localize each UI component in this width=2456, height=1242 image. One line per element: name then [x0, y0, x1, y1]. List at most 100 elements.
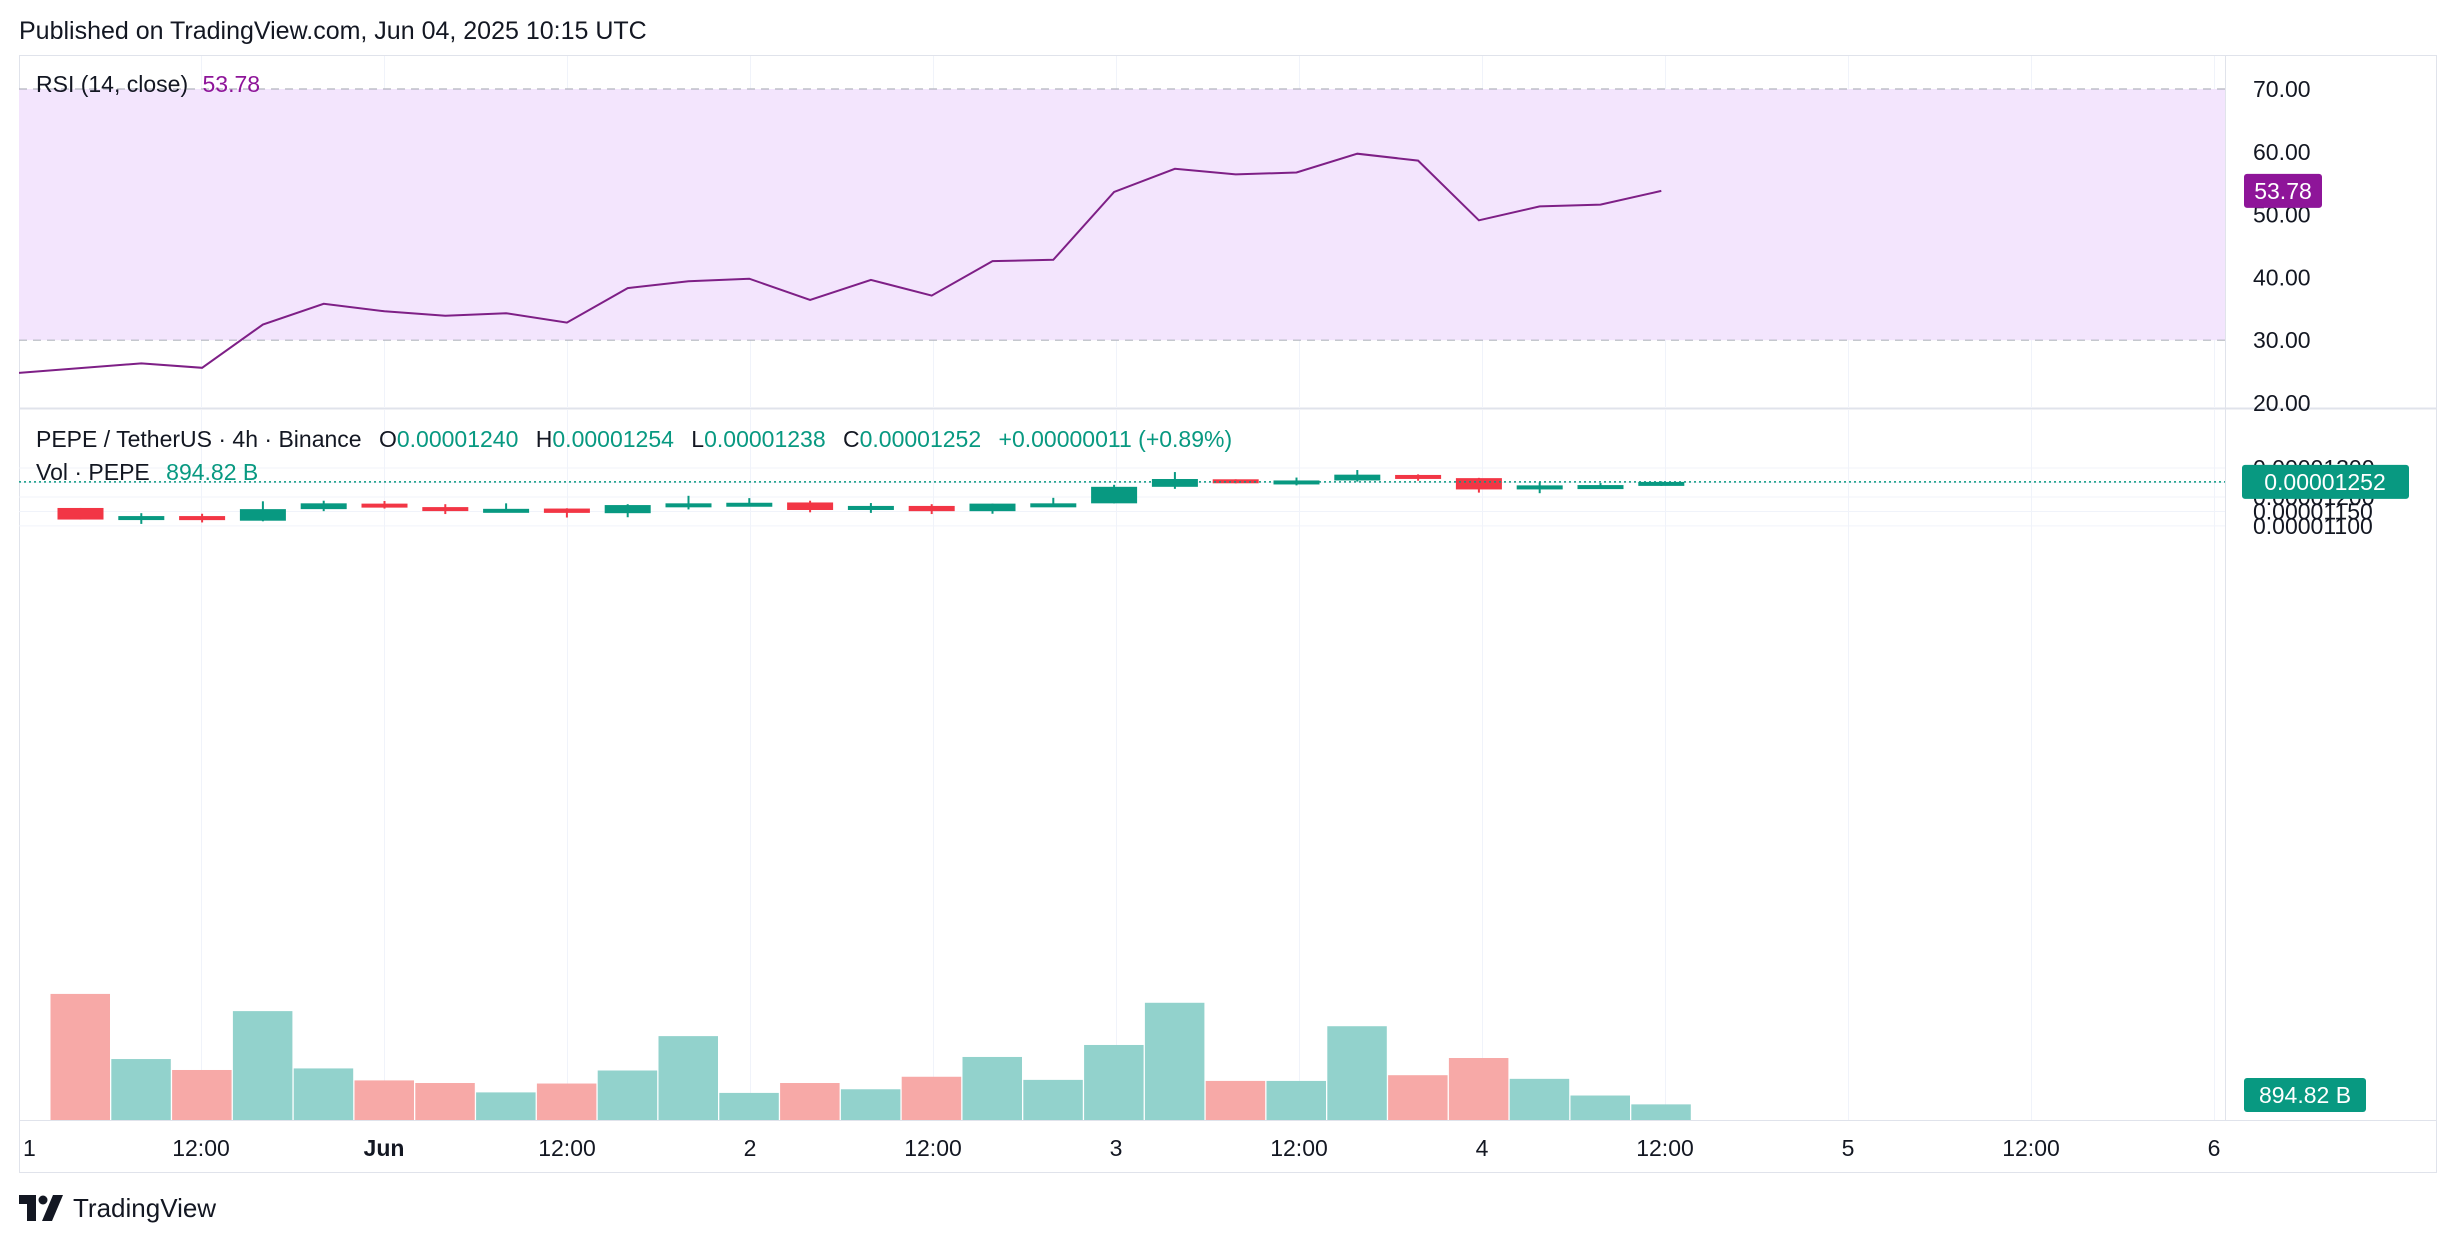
last-price-tag	[2242, 464, 2409, 499]
candle-body	[908, 505, 955, 512]
volume-bar	[962, 1056, 1022, 1120]
high-label: H	[535, 426, 553, 452]
time-axis[interactable]: 1 12:00 Jun 12:00 2 12:00 3 12:00 4 12:00 5 12:00 6	[23, 1135, 2220, 1161]
volume-bar	[597, 1070, 658, 1120]
candle-body	[604, 505, 651, 514]
time-axis-label: 12:00	[1270, 1135, 1328, 1161]
time-axis-label: 3	[1110, 1135, 1123, 1161]
volume-bar	[1509, 1078, 1570, 1120]
rsi-legend-name: RSI (14, close)	[36, 71, 189, 97]
volume-legend[interactable]: Vol · PEPE 894.82 B	[36, 459, 258, 486]
close-label: C	[843, 426, 860, 452]
tradingview-logo-icon	[19, 1195, 63, 1221]
rsi-band	[19, 88, 2225, 341]
volume-bar	[172, 1069, 232, 1120]
rsi-axis-tick-label: 70.00	[2253, 76, 2311, 102]
chart-frame	[19, 55, 2437, 1173]
main-price-axis[interactable]: 0.000013000.000012500.000012000.00001150…	[2242, 455, 2409, 1112]
volume-bar	[50, 993, 110, 1120]
candle-body	[1395, 474, 1442, 479]
candle-body	[1334, 474, 1381, 481]
volume-bar	[780, 1083, 840, 1120]
rsi-axis-tick-label: 20.00	[2253, 390, 2311, 416]
rsi-legend[interactable]: RSI (14, close) 53.78	[36, 71, 260, 98]
candle-body	[179, 516, 226, 521]
time-axis-label: 5	[1842, 1135, 1855, 1161]
volume-bar	[415, 1083, 475, 1120]
candle-body	[1455, 478, 1502, 490]
rsi-value-tag	[2244, 173, 2322, 208]
candle-body	[665, 503, 712, 508]
last-price-tag-label: 0.00001252	[2264, 469, 2386, 495]
rsi-band-fill	[19, 89, 2225, 341]
candle-body	[118, 516, 165, 521]
volume-bar	[293, 1068, 354, 1120]
volume-bar	[232, 1011, 293, 1120]
rsi-line	[19, 152, 1662, 374]
candle-body	[1516, 485, 1563, 490]
close-value: 0.00001252	[859, 426, 982, 452]
candle-body	[1030, 503, 1077, 508]
candle-body	[787, 502, 834, 510]
candle-body	[483, 508, 530, 513]
candle-body	[726, 502, 773, 507]
volume-bar	[111, 1059, 171, 1120]
candle-body	[1273, 480, 1320, 485]
symbol-legend[interactable]: PEPE / TetherUS · 4h · Binance O0.000012…	[36, 426, 1232, 453]
volume-series	[50, 993, 1691, 1120]
time-axis-label: 1	[23, 1135, 36, 1161]
tradingview-brand[interactable]: TradingView	[19, 1190, 216, 1226]
rsi-axis-tick-label: 30.00	[2253, 327, 2311, 353]
time-axis-label: 2	[744, 1135, 757, 1161]
candle-body	[361, 503, 408, 508]
low-label: L	[691, 426, 705, 452]
volume-bar	[1448, 1058, 1509, 1120]
published-caption: Published on TradingView.com, Jun 04, 20…	[19, 17, 647, 45]
time-axis-label: Jun	[364, 1135, 405, 1161]
volume-bar	[1023, 1079, 1083, 1120]
symbol-title[interactable]: PEPE / TetherUS · 4h · Binance	[36, 426, 362, 452]
volume-value-tag-label: 894.82 B	[2259, 1082, 2351, 1108]
volume-bar	[1631, 1104, 1691, 1120]
volume-bar	[1388, 1075, 1448, 1120]
rsi-axis-tick-label: 40.00	[2253, 264, 2311, 290]
rsi-axis-tick-label: 60.00	[2253, 139, 2311, 165]
volume-bar	[1570, 1095, 1630, 1120]
rsi-legend-value: 53.78	[202, 71, 261, 97]
time-axis-label: 12:00	[538, 1135, 596, 1161]
time-axis-label: 4	[1476, 1135, 1489, 1161]
candle-body	[1151, 479, 1198, 487]
time-axis-label: 12:00	[172, 1135, 230, 1161]
candle-body	[57, 507, 104, 520]
volume-bar	[901, 1076, 962, 1120]
volume-bar	[719, 1092, 779, 1120]
high-value: 0.00001254	[552, 426, 674, 452]
volume-bar	[1084, 1044, 1144, 1120]
open-value: 0.00001240	[396, 426, 519, 452]
candle-body	[422, 507, 469, 512]
volume-legend-value: 894.82 B	[166, 459, 259, 485]
change-value: +0.00000011 (+0.89%)	[998, 426, 1233, 452]
volume-bar	[1327, 1026, 1387, 1120]
candle-body	[543, 508, 590, 513]
volume-bar	[476, 1092, 536, 1120]
volume-value-tag	[2244, 1078, 2366, 1112]
candle-body	[1638, 481, 1685, 486]
volume-bar	[1205, 1080, 1266, 1120]
rsi-series	[19, 152, 1662, 374]
open-label: O	[378, 426, 397, 452]
candle-body	[847, 505, 894, 510]
volume-legend-name: Vol · PEPE	[36, 459, 150, 485]
low-value: 0.00001238	[704, 426, 826, 452]
price-gridlines	[19, 410, 2225, 1120]
volume-bar	[1266, 1080, 1326, 1120]
time-axis-label: 12:00	[1636, 1135, 1694, 1161]
time-axis-label: 12:00	[2002, 1135, 2060, 1161]
candle-body	[1577, 485, 1624, 490]
volume-bar	[658, 1036, 718, 1120]
price-axis-tick-label: 0.00001150	[2253, 498, 2373, 524]
time-axis-label: 6	[2208, 1135, 2221, 1161]
time-axis-label: 12:00	[904, 1135, 962, 1161]
